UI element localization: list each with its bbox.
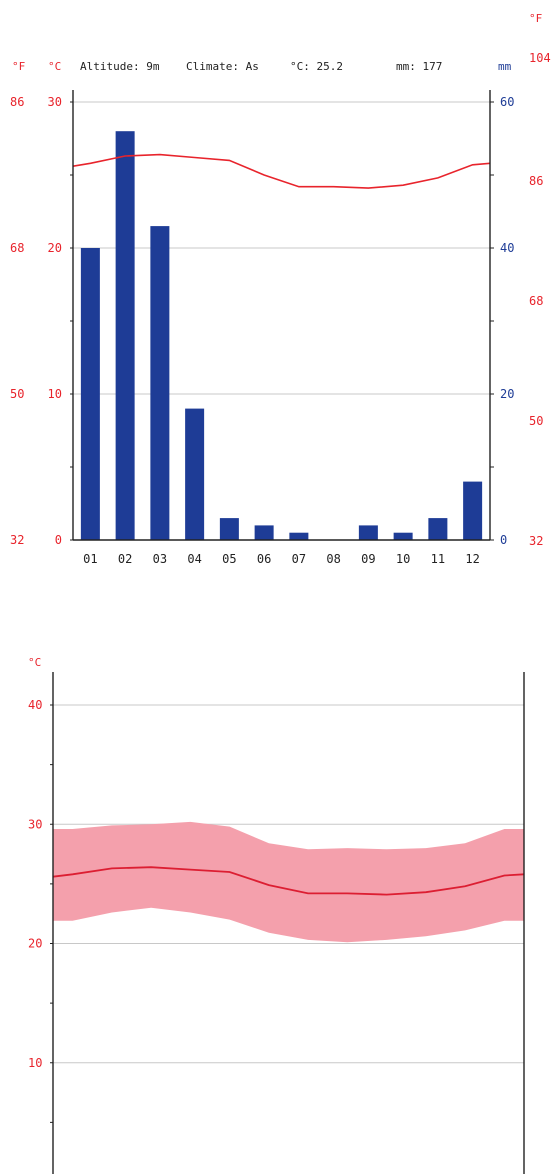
precip-label: mm: 177 [396, 60, 442, 73]
month-label-03: 03 [153, 552, 167, 566]
month-label-05: 05 [222, 552, 236, 566]
precip-bar-04 [185, 408, 205, 540]
climate-label: Climate: As [186, 60, 259, 73]
temperature-line [72, 153, 491, 189]
month-label-02: 02 [118, 552, 132, 566]
c-tick-label: 0 [55, 533, 62, 547]
mm-tick-label: 60 [500, 95, 514, 109]
month-label-10: 10 [396, 552, 410, 566]
mean-temperature-line [52, 866, 525, 896]
f-tick-label-left: 86 [10, 95, 24, 109]
temperature-range-band [53, 821, 524, 943]
f-tick-label-right: 32 [529, 534, 543, 548]
range-axes [50, 672, 525, 1174]
c-tick-label: 20 [48, 241, 62, 255]
precip-bar-07 [289, 532, 309, 540]
c-tick-label: 10 [48, 387, 62, 401]
precip-bar-12 [463, 481, 483, 540]
diagram-gridlines [73, 101, 490, 395]
f-tick-label-right: 50 [529, 414, 543, 428]
f-tick-label-right: 86 [529, 174, 543, 188]
diagram-axis-labels: 0 32 10 50 20 68 30 86 0 20 40 60 32 50 68 86 104 01 02 03 0… [10, 51, 551, 566]
precip-bar-09 [358, 525, 378, 540]
f-tick-label-left: 50 [10, 387, 24, 401]
f-tick-label-right: 104 [529, 51, 551, 65]
temperature-range-chart: °C 10 20 30 40 [28, 656, 525, 1174]
diagram-axes [70, 90, 494, 541]
month-label-12: 12 [465, 552, 479, 566]
precipitation-bars [80, 131, 483, 540]
mean-temp-label: °C: 25.2 [290, 60, 343, 73]
range-tick-label: 10 [28, 1056, 42, 1070]
range-tick-label: 20 [28, 937, 42, 951]
left-f-unit: °F [12, 60, 25, 73]
precip-bar-03 [150, 226, 170, 540]
f-tick-label-right: 68 [529, 294, 543, 308]
range-gridlines [53, 704, 524, 1064]
climate-diagram: °F °C Altitude: 9m Climate: As °C: 25.2 … [10, 12, 551, 566]
f-tick-label-left: 32 [10, 533, 24, 547]
month-label-11: 11 [431, 552, 445, 566]
mm-tick-label: 20 [500, 387, 514, 401]
right-mm-unit: mm [498, 60, 512, 73]
month-label-01: 01 [83, 552, 97, 566]
month-label-07: 07 [292, 552, 306, 566]
left-c-unit: °C [48, 60, 61, 73]
range-axis-labels: 10 20 30 40 [28, 698, 42, 1070]
right-f-unit: °F [529, 12, 542, 25]
range-chart-unit: °C [28, 656, 41, 669]
mm-tick-label: 40 [500, 241, 514, 255]
precip-bar-05 [219, 518, 239, 540]
precip-bar-11 [428, 518, 448, 540]
precip-bar-02 [115, 131, 135, 540]
f-tick-label-left: 68 [10, 241, 24, 255]
precip-bar-01 [80, 248, 100, 540]
altitude-label: Altitude: 9m [80, 60, 160, 73]
month-label-06: 06 [257, 552, 271, 566]
range-tick-label: 40 [28, 698, 42, 712]
month-label-09: 09 [361, 552, 375, 566]
mm-tick-label: 0 [500, 533, 507, 547]
precip-bar-06 [254, 525, 274, 540]
c-tick-label: 30 [48, 95, 62, 109]
range-tick-label: 30 [28, 817, 42, 831]
month-label-08: 08 [326, 552, 340, 566]
precip-bar-10 [393, 532, 413, 540]
month-label-04: 04 [187, 552, 201, 566]
